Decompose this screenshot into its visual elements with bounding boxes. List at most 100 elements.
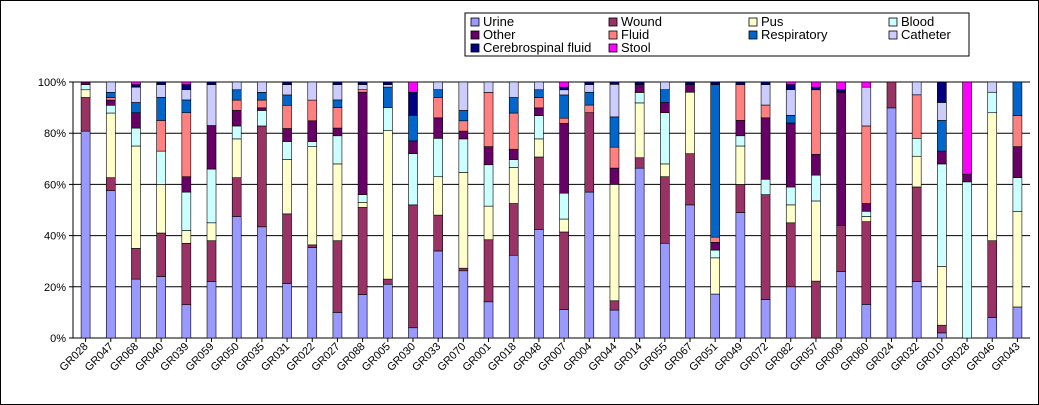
bar-segment	[408, 114, 418, 142]
bar-segment	[710, 236, 720, 243]
bar-segment	[861, 203, 872, 212]
bar-segment	[785, 114, 796, 124]
bar-segment	[458, 81, 469, 111]
bar-segment	[408, 140, 418, 154]
bar-segment	[282, 94, 292, 106]
bar-segment	[181, 230, 192, 244]
bar-segment	[785, 81, 796, 85]
legend-label: Urine	[483, 14, 514, 29]
bar-segment	[811, 280, 821, 339]
bar-segment	[257, 81, 267, 93]
bar-segment	[383, 86, 393, 108]
bar-segment	[332, 107, 343, 129]
legend-label: Wound	[621, 14, 662, 29]
bar-segment	[584, 191, 595, 339]
bar-segment	[231, 110, 242, 127]
bar-segment	[937, 324, 947, 334]
bar-segment	[483, 164, 494, 207]
bar-segment	[710, 293, 720, 339]
bar-segment	[962, 173, 972, 183]
bar-segment	[508, 112, 519, 150]
bar-segment	[785, 204, 796, 224]
legend-swatch	[608, 17, 618, 27]
bar-segment	[181, 84, 192, 90]
bar-segment	[282, 141, 292, 160]
bar-segment	[282, 84, 292, 96]
legend-label: Stool	[621, 40, 651, 55]
bar-segment	[231, 125, 242, 140]
legend-swatch	[470, 17, 480, 27]
bar-segment	[433, 117, 443, 139]
bar-segment	[357, 202, 368, 208]
bar-segment	[408, 91, 418, 116]
bar-segment	[80, 97, 91, 132]
bar-segment	[1012, 210, 1023, 308]
legend-label: Fluid	[621, 27, 649, 42]
bar-segment	[181, 304, 192, 339]
bar-segment	[861, 125, 872, 204]
bar-segment	[483, 239, 494, 303]
bar-segment	[559, 218, 569, 233]
bar-segment	[282, 283, 292, 339]
bar-segment	[231, 216, 242, 339]
bar-segment	[785, 286, 796, 339]
bar-segment	[508, 97, 519, 114]
bar-segment	[609, 300, 620, 311]
bar-segment	[861, 304, 872, 339]
bar-segment	[1012, 115, 1023, 147]
bar-segment	[307, 141, 318, 147]
bar-segment	[735, 212, 746, 339]
bar-segment	[735, 81, 746, 85]
bar-segment	[559, 123, 569, 194]
bar-segment	[609, 84, 620, 118]
bar-segment	[886, 81, 897, 109]
bar-segment	[1012, 306, 1023, 339]
y-tick-label: 40%	[44, 231, 66, 243]
legend-label: Respiratory	[761, 27, 828, 42]
bar-segment	[911, 81, 922, 96]
bar-segment	[735, 145, 746, 185]
bar-segment	[257, 99, 267, 109]
bar-segment	[836, 81, 846, 90]
bar-segment	[609, 184, 620, 302]
bar-segment	[357, 81, 368, 85]
bar-segment	[458, 130, 469, 140]
bar-segment	[307, 99, 318, 122]
bar-segment	[937, 332, 947, 339]
bar-segment	[332, 312, 343, 339]
bar-segment	[660, 81, 670, 90]
bar-segment	[508, 203, 519, 256]
bar-segment	[458, 110, 469, 122]
bar-segment	[634, 84, 645, 93]
y-tick-label: 0%	[50, 333, 66, 345]
bar-segment	[534, 229, 544, 339]
bar-segment	[131, 84, 141, 88]
bar-segment	[685, 84, 695, 93]
legend-swatch	[608, 30, 618, 40]
bar-segment	[483, 205, 494, 241]
bar-segment	[156, 150, 166, 185]
bar-segment	[408, 204, 418, 329]
bar-segment	[231, 99, 242, 111]
bar-segment	[609, 146, 620, 169]
bar-segment	[458, 267, 469, 272]
bar-segment	[911, 186, 922, 282]
legend-swatch	[470, 43, 480, 53]
bar-segment	[609, 81, 620, 85]
bar-segment	[660, 112, 670, 165]
bar-segment	[206, 168, 217, 224]
bar-segment	[206, 281, 217, 339]
bar-segment	[383, 283, 393, 339]
bar-segment	[156, 232, 166, 277]
bar-segment	[383, 107, 393, 131]
bar-segment	[811, 200, 821, 282]
bar-segment	[760, 299, 771, 339]
bar-segment	[609, 309, 620, 339]
bar-segment	[131, 102, 141, 114]
bar-segment	[584, 112, 595, 193]
bar-segment	[156, 184, 166, 234]
bar-segment	[206, 125, 217, 170]
bar-segment	[80, 81, 91, 85]
bar-segment	[785, 89, 796, 116]
bar-segment	[1012, 146, 1023, 178]
